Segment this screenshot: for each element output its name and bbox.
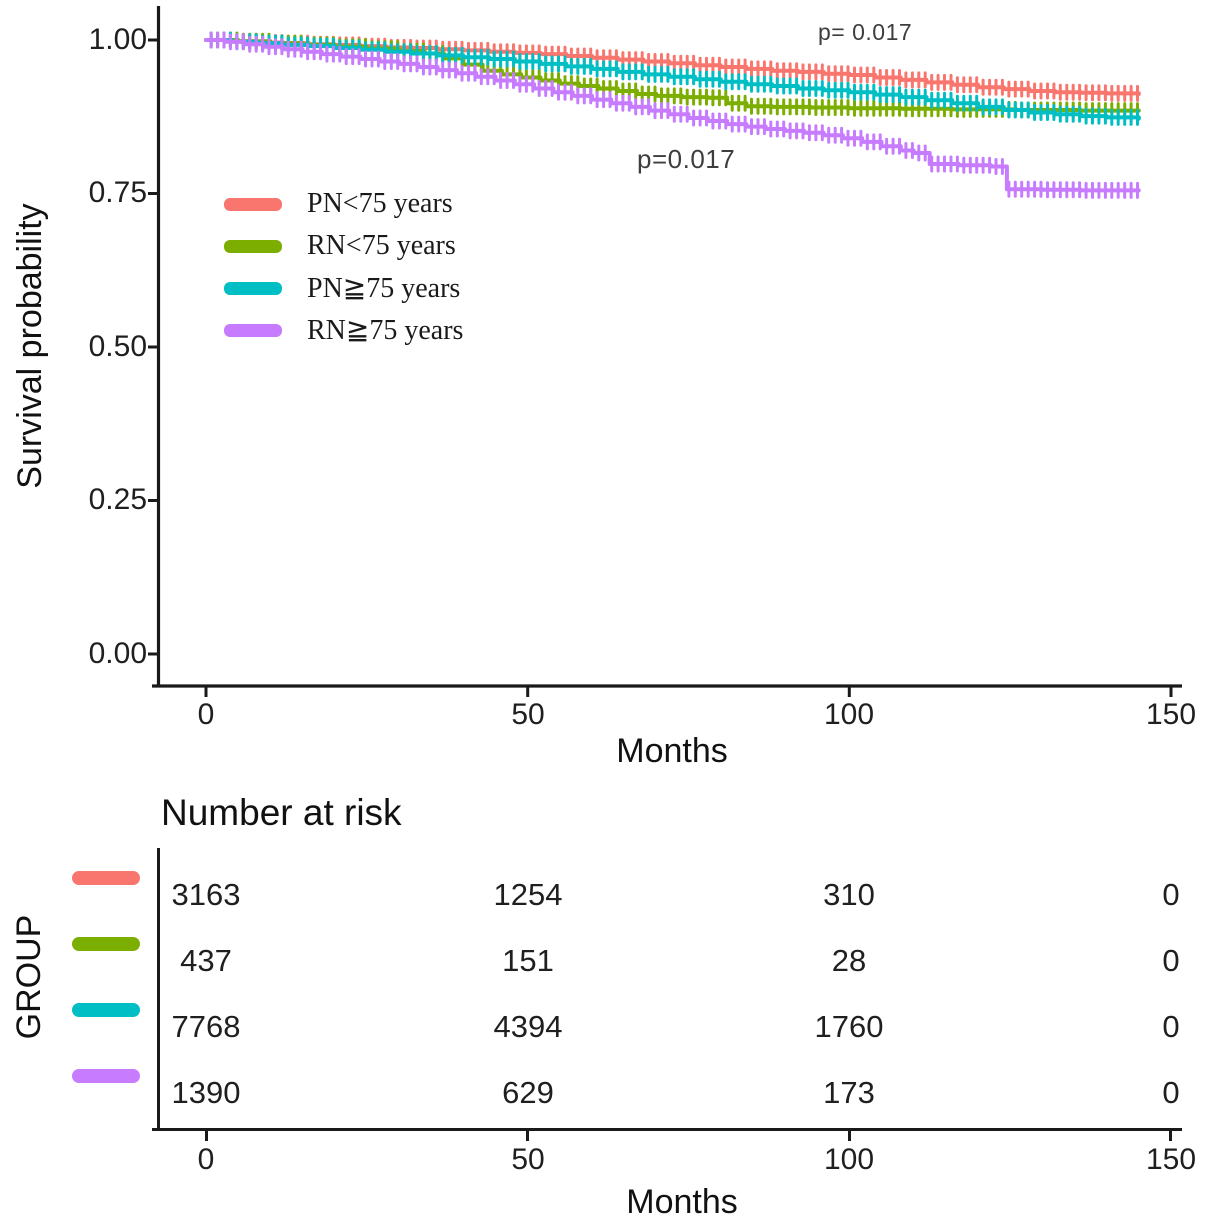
risk-cell: 0 (1162, 1009, 1180, 1044)
p-value-annotation-mid: p=0.017 (637, 144, 736, 174)
legend-item-rn-ge75: RN≧75 years (224, 309, 463, 351)
risk-cell: 28 (831, 943, 867, 978)
censor-ticks-3 (209, 31, 1139, 199)
risk-cell: 1390 (171, 1075, 241, 1110)
risk-cell: 437 (180, 943, 232, 978)
risk-x-tick-150 (1169, 1131, 1172, 1141)
legend-label: PN<75 years (307, 188, 453, 219)
x-tick-150: 150 (1145, 698, 1197, 731)
x-tick-0: 0 (197, 698, 215, 731)
legend-label: RN≧75 years (307, 315, 464, 346)
x-axis-title: Months (616, 732, 728, 770)
risk-cell: 0 (1162, 1075, 1180, 1110)
risk-x-tick-0 (204, 1131, 208, 1141)
y-tick-0.00: 0.00 (88, 637, 147, 670)
legend: PN<75 years RN<75 years PN≧75 years RN≧7… (224, 183, 463, 351)
risk-cell: 151 (502, 943, 554, 978)
risk-row-swatch-rn-lt75 (72, 937, 140, 951)
risk-row-swatch-pn-lt75 (72, 871, 140, 885)
risk-x-axis-title: Months (626, 1183, 738, 1221)
risk-row-swatch-rn-ge75 (72, 1069, 140, 1083)
risk-cell: 4394 (493, 1009, 563, 1044)
legend-swatch-rn-lt75 (224, 239, 282, 253)
legend-swatch-pn-ge75 (224, 281, 282, 295)
x-tick-50: 50 (511, 698, 545, 731)
x-axis-ticks (204, 686, 1173, 697)
risk-row-swatch-pn-ge75 (72, 1003, 140, 1017)
survival-curves (204, 31, 1141, 199)
legend-item-pn-lt75: PN<75 years (224, 183, 463, 225)
risk-table-x-axis-line (152, 1128, 1182, 1131)
risk-cell: 310 (823, 877, 875, 912)
risk-table-y-axis-line (157, 848, 160, 1131)
risk-cell: 1254 (493, 877, 563, 912)
legend-item-rn-lt75: RN<75 years (224, 225, 463, 267)
risk-cell: 629 (502, 1075, 554, 1110)
y-tick-0.50: 0.50 (88, 330, 147, 363)
legend-swatch-pn-lt75 (224, 197, 282, 211)
risk-x-tick-50 (526, 1131, 529, 1141)
x-tick-100: 100 (823, 698, 875, 731)
y-axis-title: Survival probability (11, 203, 49, 489)
risk-x-tick-label-100: 100 (823, 1143, 875, 1176)
risk-cell: 0 (1162, 943, 1180, 978)
survival-plot (148, 6, 1182, 697)
risk-x-tick-label-0: 0 (197, 1143, 215, 1176)
legend-label: RN<75 years (307, 230, 456, 261)
legend-swatch-rn-ge75 (224, 323, 282, 337)
risk-x-tick-label-150: 150 (1145, 1143, 1197, 1176)
y-axis-ticks (148, 38, 160, 656)
risk-cell: 1760 (814, 1009, 884, 1044)
y-tick-0.75: 0.75 (88, 176, 147, 209)
p-value-annotation-top: p= 0.017 (818, 19, 913, 45)
risk-cell: 3163 (171, 877, 241, 912)
y-tick-1.00: 1.00 (88, 23, 147, 56)
risk-x-tick-100 (848, 1131, 851, 1141)
legend-label: PN≧75 years (307, 273, 461, 304)
risk-table-title: Number at risk (161, 792, 402, 833)
risk-cell: 7768 (171, 1009, 241, 1044)
y-tick-0.25: 0.25 (88, 483, 147, 516)
risk-cell: 0 (1162, 877, 1180, 912)
legend-item-pn-ge75: PN≧75 years (224, 267, 463, 309)
group-axis-label: GROUP (10, 914, 48, 1040)
risk-cell: 173 (823, 1075, 875, 1110)
risk-x-tick-label-50: 50 (511, 1143, 545, 1176)
